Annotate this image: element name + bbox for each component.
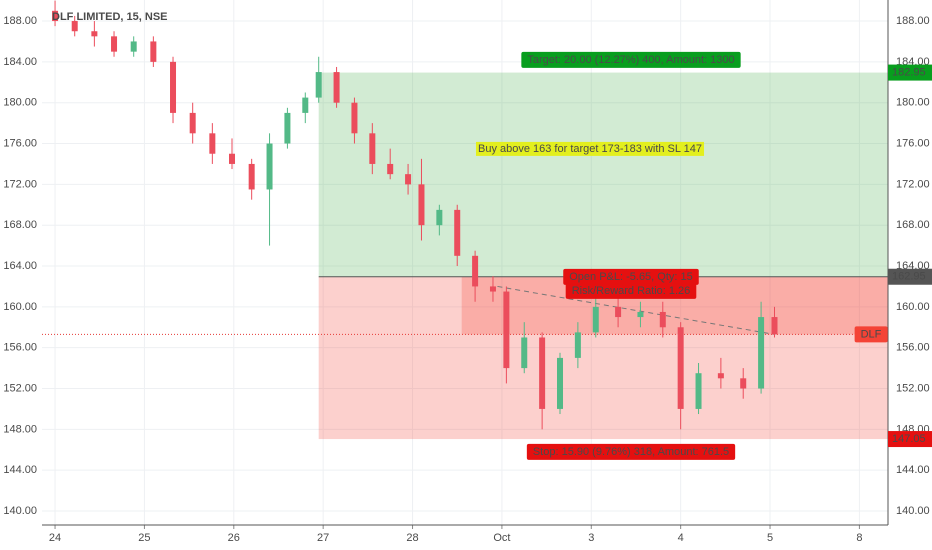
x-tick-label: 26 — [228, 532, 240, 544]
candle-body — [333, 72, 340, 103]
y-tick-label: 156.00 — [896, 342, 930, 354]
candle-body — [405, 174, 412, 185]
y-tick-label: 144.00 — [896, 464, 930, 476]
entry-price-tag-bg — [888, 268, 932, 285]
trend-line — [497, 285, 775, 335]
candle-body — [418, 184, 425, 226]
y-tick-label: 168.00 — [896, 219, 930, 231]
candle-body — [758, 317, 765, 389]
stop-label: Stop: 15.90 (9.76%) 318, Amount: 761.5 — [533, 446, 729, 458]
candle-body — [637, 311, 644, 318]
entry-price-tag: 162.95 — [892, 271, 926, 283]
candle-body — [302, 97, 309, 113]
candle-body — [740, 378, 747, 389]
y-tick-label: 180.00 — [3, 97, 37, 109]
annotation: Buy above 163 for target 173-183 with SL… — [478, 143, 702, 155]
candle-body — [248, 163, 255, 190]
x-tick-label: 28 — [406, 532, 418, 544]
ratio-label: Risk/Reward Ratio: 1.26 — [572, 285, 691, 297]
candle-body — [387, 163, 394, 175]
x-tick-label: 25 — [138, 532, 150, 544]
annotation-bg — [475, 141, 705, 156]
y-tick-label: 160.00 — [3, 301, 37, 313]
pnl-label-bg — [563, 268, 699, 285]
candle-body — [489, 286, 496, 292]
chart-title: DLF LIMITED, 15, NSE — [52, 11, 168, 23]
target-label-bg — [521, 51, 741, 68]
target-price-tag-bg — [888, 64, 932, 81]
y-tick-label: 188.00 — [896, 15, 930, 27]
candle-body — [111, 36, 118, 52]
y-tick-label: 160.00 — [896, 301, 930, 313]
y-tick-label: 152.00 — [3, 382, 37, 394]
ratio-label-bg — [565, 282, 697, 299]
candle-body — [209, 133, 216, 154]
candle-body — [351, 102, 358, 134]
candle-body — [677, 327, 684, 409]
candle-body — [229, 153, 236, 164]
target-zone — [318, 72, 888, 277]
y-tick-label: 180.00 — [896, 97, 930, 109]
x-tick-label: Oct — [493, 532, 510, 544]
x-tick-label: 24 — [49, 532, 61, 544]
y-tick-label: 168.00 — [3, 219, 37, 231]
pnl-label: Open P&L: -5.65, Qty: 15 — [569, 271, 693, 283]
candle-body — [592, 306, 599, 333]
candle-body — [170, 61, 177, 113]
candle-body — [717, 373, 724, 379]
candle-body — [52, 10, 59, 22]
y-tick-label: 140.00 — [896, 505, 930, 517]
x-tick-label: 3 — [588, 532, 594, 544]
candle-body — [503, 291, 510, 369]
candle-body — [521, 337, 528, 369]
y-tick-label: 184.00 — [896, 56, 930, 68]
x-tick-label: 4 — [678, 532, 684, 544]
y-tick-label: 176.00 — [3, 137, 37, 149]
candle-body — [130, 41, 137, 52]
y-tick-label: 176.00 — [896, 137, 930, 149]
candle-body — [315, 72, 322, 98]
candle-body — [150, 41, 157, 62]
target-price-tag: 182.95 — [892, 66, 926, 78]
y-tick-label: 164.00 — [3, 260, 37, 272]
candle-body — [266, 143, 273, 190]
candle-body — [557, 357, 564, 409]
candle-body — [574, 332, 581, 358]
y-tick-label: 184.00 — [3, 56, 37, 68]
candle-body — [71, 21, 78, 32]
candle-body — [659, 311, 666, 328]
candle-body — [472, 255, 479, 287]
y-tick-label: 140.00 — [3, 505, 37, 517]
stop-price-tag-bg — [888, 431, 932, 448]
candle-body — [369, 133, 376, 164]
candle-body — [454, 209, 461, 256]
candle-body — [695, 373, 702, 409]
candle-body — [189, 112, 196, 134]
stop-price-tag: 147.05 — [892, 433, 926, 445]
candle-body — [615, 306, 622, 318]
target-label: Target: 20.00 (12.27%) 400, Amount: 1300 — [527, 54, 734, 66]
y-tick-label: 148.00 — [3, 423, 37, 435]
stop-label-bg — [526, 443, 736, 460]
x-tick-label: 8 — [856, 532, 862, 544]
y-tick-label: 152.00 — [896, 382, 930, 394]
candle-body — [539, 337, 546, 409]
y-tick-label: 156.00 — [3, 342, 37, 354]
stop-zone — [318, 276, 888, 440]
x-tick-label: 27 — [317, 532, 329, 544]
x-tick-label: 5 — [767, 532, 773, 544]
candle-body — [436, 209, 443, 226]
candle-body — [91, 31, 98, 37]
y-tick-label: 172.00 — [896, 178, 930, 190]
symbol-tag-bg — [854, 326, 888, 343]
candle-body — [284, 112, 291, 144]
y-tick-label: 188.00 — [3, 15, 37, 27]
symbol-tag: DLF — [861, 328, 882, 340]
y-tick-label: 144.00 — [3, 464, 37, 476]
candle-body — [771, 317, 778, 335]
y-tick-label: 172.00 — [3, 178, 37, 190]
